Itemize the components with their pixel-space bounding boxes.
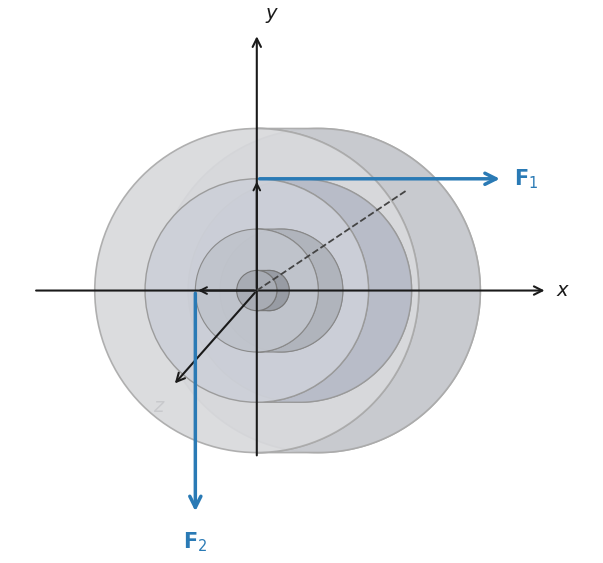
Text: $O$: $O$ bbox=[266, 300, 281, 318]
Text: $x$: $x$ bbox=[557, 281, 570, 300]
Polygon shape bbox=[257, 128, 481, 453]
Text: $R_1$: $R_1$ bbox=[268, 219, 289, 239]
Ellipse shape bbox=[237, 270, 277, 311]
Polygon shape bbox=[257, 229, 343, 352]
Ellipse shape bbox=[95, 128, 419, 453]
Polygon shape bbox=[257, 270, 289, 311]
Text: $y$: $y$ bbox=[265, 6, 279, 25]
Text: $\mathbf{F}_1$: $\mathbf{F}_1$ bbox=[514, 167, 538, 191]
Text: $R_2$: $R_2$ bbox=[205, 257, 226, 277]
Ellipse shape bbox=[195, 229, 318, 352]
Ellipse shape bbox=[188, 179, 412, 403]
Ellipse shape bbox=[220, 229, 343, 352]
Polygon shape bbox=[257, 179, 412, 403]
Text: $\mathbf{F}_2$: $\mathbf{F}_2$ bbox=[183, 531, 207, 555]
Ellipse shape bbox=[249, 270, 289, 311]
Ellipse shape bbox=[145, 179, 368, 403]
Text: $z$: $z$ bbox=[153, 397, 165, 415]
Ellipse shape bbox=[156, 128, 481, 453]
